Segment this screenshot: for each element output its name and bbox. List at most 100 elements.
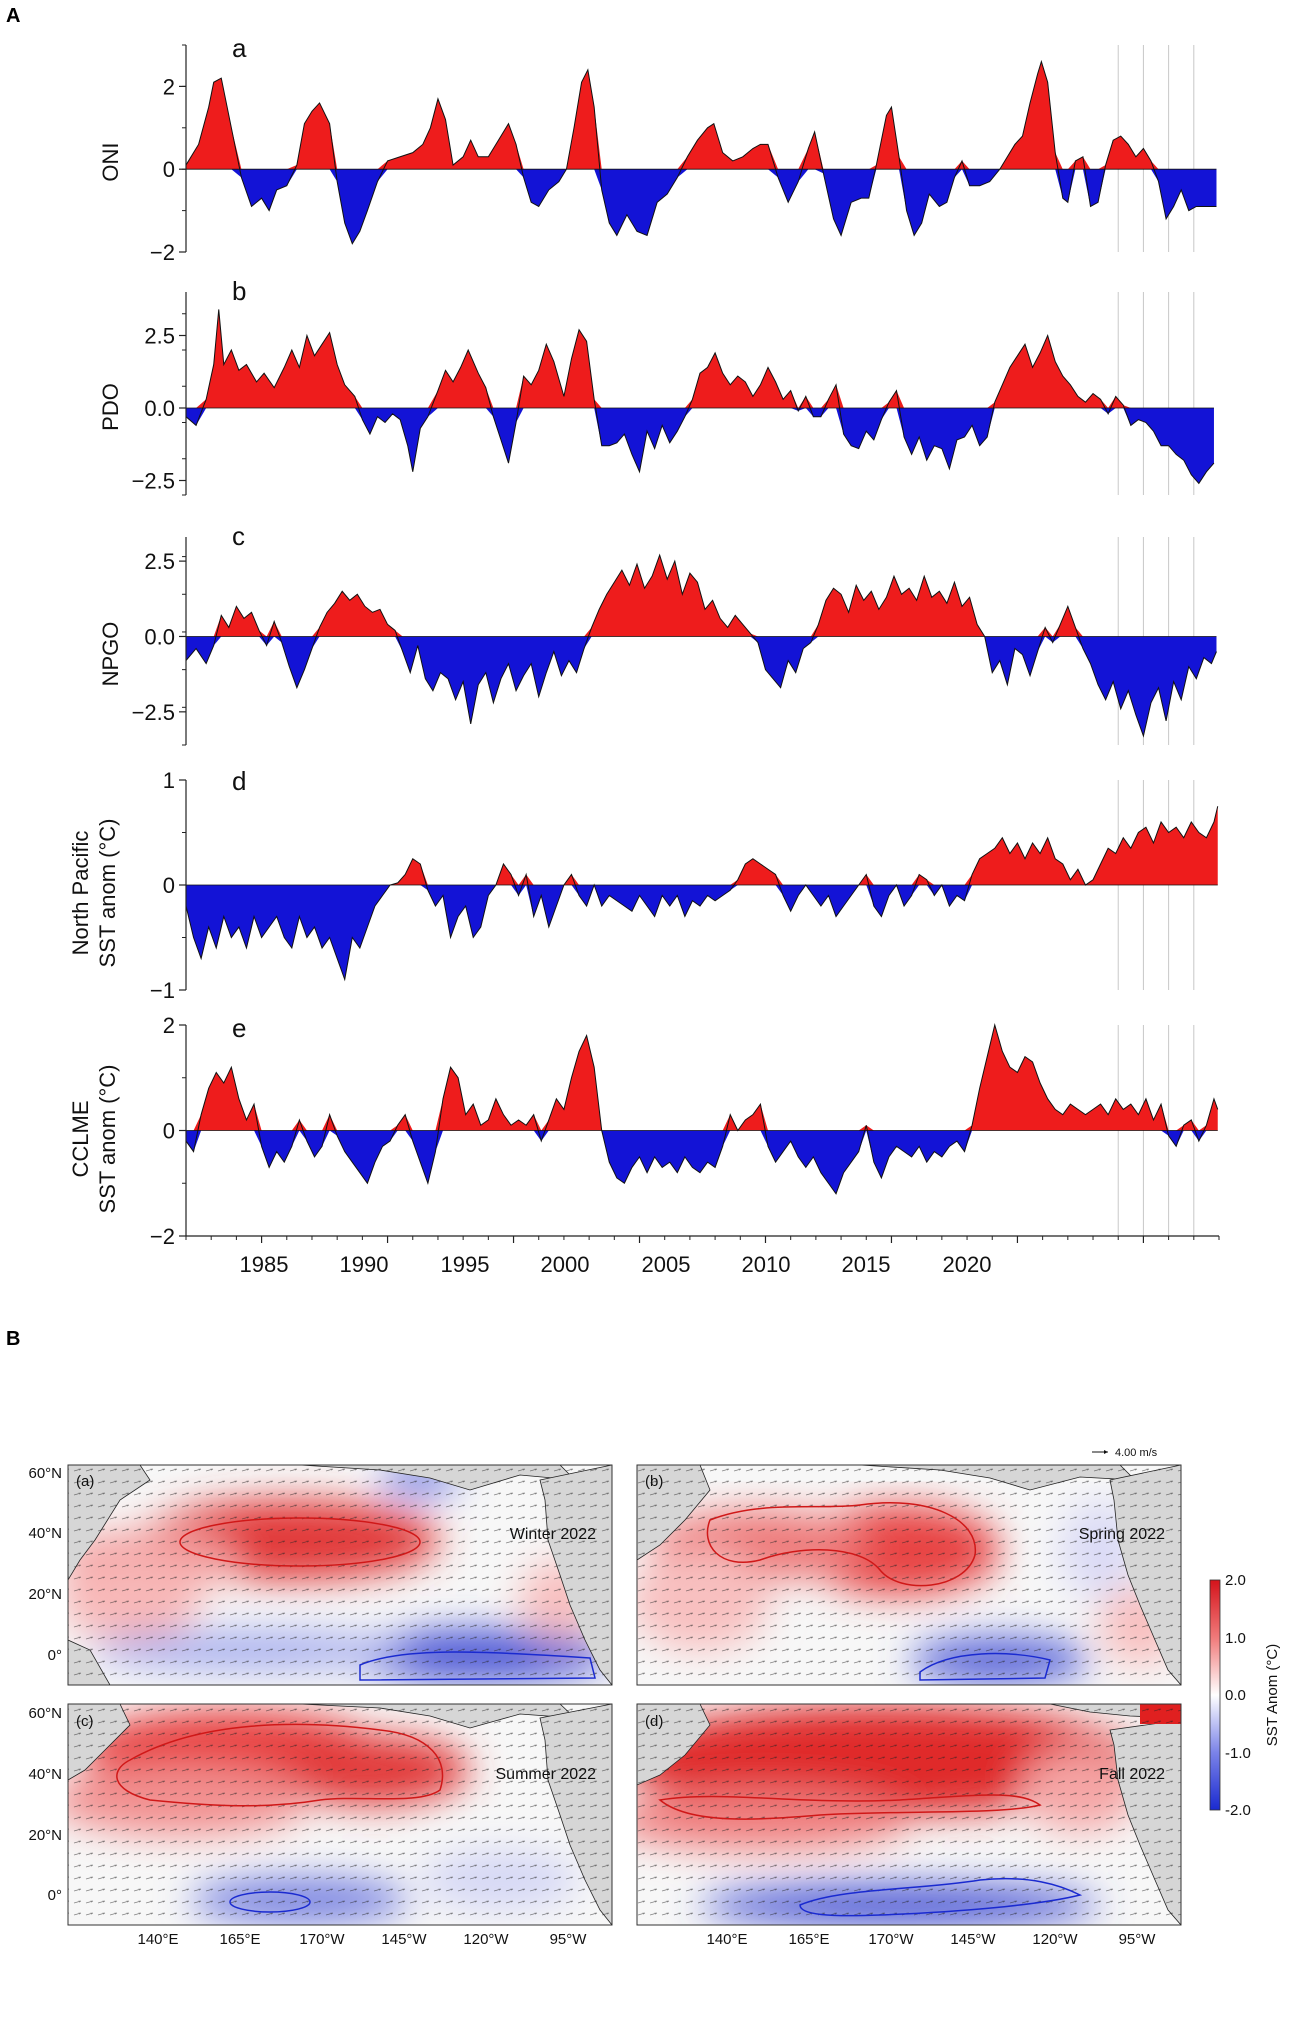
map-panel-fall: (d) Fall 2022 [636, 1703, 1182, 1926]
lat-label: 0° [48, 1647, 62, 1664]
oni-subplot: −2 0 2 [150, 44, 1217, 265]
lat-label: 20°N [28, 1827, 62, 1844]
oni-negative-fill [186, 169, 1217, 244]
map-season-label: Summer 2022 [496, 1766, 597, 1783]
xtick-label: 1995 [441, 1252, 490, 1277]
lat-label: 40°N [28, 1525, 62, 1542]
npgo-subplot: −2.5 0.0 2.5 [132, 537, 1217, 746]
vector-key-arrowhead-icon [1104, 1450, 1108, 1454]
lon-label: 95°W [550, 1931, 588, 1948]
map-season-label: Spring 2022 [1079, 1526, 1165, 1543]
cclme-sst-subplot: −2 0 2 [150, 1013, 1220, 1249]
north-pacific-sst-subplot: −1 0 1 [150, 768, 1219, 1003]
pdo-positive-fill [186, 309, 1214, 408]
lon-label: 140°E [137, 1931, 178, 1948]
map-tag: (d) [645, 1713, 663, 1730]
colorbar-tick-label: 2.0 [1225, 1572, 1246, 1589]
vector-key-label: 4.00 m/s [1115, 1447, 1158, 1459]
colorbar-label: SST Anom (°C) [1264, 1644, 1281, 1746]
xtick-label: 2020 [943, 1252, 992, 1277]
xtick-label: 2010 [742, 1252, 791, 1277]
np_sst-negative-fill [186, 885, 1218, 980]
panel-A-letter: A [6, 5, 20, 27]
ylabel-pdo: PDO [98, 383, 123, 431]
lon-label: 170°W [299, 1931, 345, 1948]
cclme_sst-positive-fill [186, 1025, 1218, 1131]
colorbar-gradient [1209, 1579, 1221, 1811]
ylabel-np-sst-line2: SST anom (°C) [95, 819, 120, 968]
lon-label: 95°W [1119, 1931, 1157, 1948]
y-tick-label: 2.5 [144, 324, 175, 349]
y-tick-label: 2.5 [144, 549, 175, 574]
y-tick-label: −2.5 [132, 469, 175, 494]
lon-label: 140°E [706, 1931, 747, 1948]
subplot-letter-a: a [232, 33, 247, 63]
x-tick-labels: 1985 1990 1995 2000 2005 2010 2015 2020 [240, 1252, 992, 1277]
pdo-negative-fill [186, 408, 1214, 484]
npgo-negative-fill [186, 636, 1217, 736]
pdo-subplot: −2.5 0.0 2.5 [132, 292, 1215, 496]
lat-label: 20°N [28, 1586, 62, 1603]
colorbar: 2.0 1.0 0.0 -1.0 -2.0 SST Anom (°C) [1209, 1572, 1281, 1819]
colorbar-tick-label: 0.0 [1225, 1687, 1246, 1704]
xtick-label: 2015 [842, 1252, 891, 1277]
xtick-label: 2005 [642, 1252, 691, 1277]
xtick-label: 2000 [541, 1252, 590, 1277]
subplot-letter-e: e [232, 1013, 246, 1043]
map-panel-winter: (a) Winter 2022 [67, 1464, 613, 1686]
y-tick-label: −2 [150, 1224, 175, 1249]
map-lon-labels: 140°E 165°E 170°W 145°W 120°W 95°W 140°E… [137, 1931, 1156, 1948]
map-tag: (b) [645, 1473, 663, 1490]
colorbar-tick-label: -1.0 [1225, 1745, 1251, 1762]
y-tick-label: 1 [163, 768, 175, 793]
map-tag: (a) [76, 1473, 94, 1490]
lon-label: 170°W [868, 1931, 914, 1948]
map-season-label: Fall 2022 [1099, 1766, 1165, 1783]
map-tag: (c) [76, 1713, 94, 1730]
map-panel-summer: (c) Summer 2022 [67, 1703, 613, 1926]
pdo-series-line [185, 309, 1215, 485]
np_sst-positive-fill [186, 806, 1218, 885]
oni-series-line [185, 59, 1217, 245]
y-tick-label: 0 [163, 157, 175, 182]
panel-B-letter: B [6, 1328, 20, 1350]
map-panel-spring: (b) Spring 2022 [636, 1464, 1182, 1686]
subplot-letter-b: b [232, 276, 246, 306]
ylabel-cclme-line1: CCLME [68, 1100, 93, 1177]
lon-label: 120°W [1032, 1931, 1078, 1948]
y-tick-label: −2.5 [132, 700, 175, 725]
np_sst-series-line [185, 806, 1219, 982]
xtick-label: 1985 [240, 1252, 289, 1277]
y-tick-label: 0 [163, 873, 175, 898]
ylabel-np-sst-line1: North Pacific [68, 831, 93, 956]
lat-label: 60°N [28, 1465, 62, 1482]
colorbar-tick-label: -2.0 [1225, 1802, 1251, 1819]
cclme_sst-series-line [185, 1023, 1219, 1195]
lon-label: 165°E [788, 1931, 829, 1948]
oni-positive-fill [186, 61, 1217, 170]
map-lat-labels: 60°N 40°N 20°N 0° 60°N 40°N 20°N 0° [28, 1465, 62, 1904]
ylabel-npgo: NPGO [98, 622, 123, 687]
y-tick-label: 0.0 [144, 624, 175, 649]
y-tick-label: 0.0 [144, 396, 175, 421]
lon-label: 145°W [381, 1931, 427, 1948]
lat-label: 60°N [28, 1705, 62, 1722]
npgo-series-line [185, 553, 1217, 738]
ylabel-oni: ONI [98, 142, 123, 181]
lat-label: 40°N [28, 1766, 62, 1783]
y-tick-label: 0 [163, 1119, 175, 1144]
lon-label: 165°E [219, 1931, 260, 1948]
y-tick-label: −1 [150, 978, 175, 1003]
y-tick-label: 2 [163, 1013, 175, 1038]
ylabel-cclme-line2: SST anom (°C) [95, 1065, 120, 1214]
subplot-letter-c: c [232, 521, 245, 551]
xtick-label: 1990 [340, 1252, 389, 1277]
subplot-letter-d: d [232, 766, 246, 796]
lon-label: 120°W [463, 1931, 509, 1948]
map-season-label: Winter 2022 [510, 1526, 596, 1543]
lon-label: 145°W [950, 1931, 996, 1948]
vector-key: 4.00 m/s [1092, 1447, 1158, 1459]
y-tick-label: −2 [150, 240, 175, 265]
lat-label: 0° [48, 1887, 62, 1904]
